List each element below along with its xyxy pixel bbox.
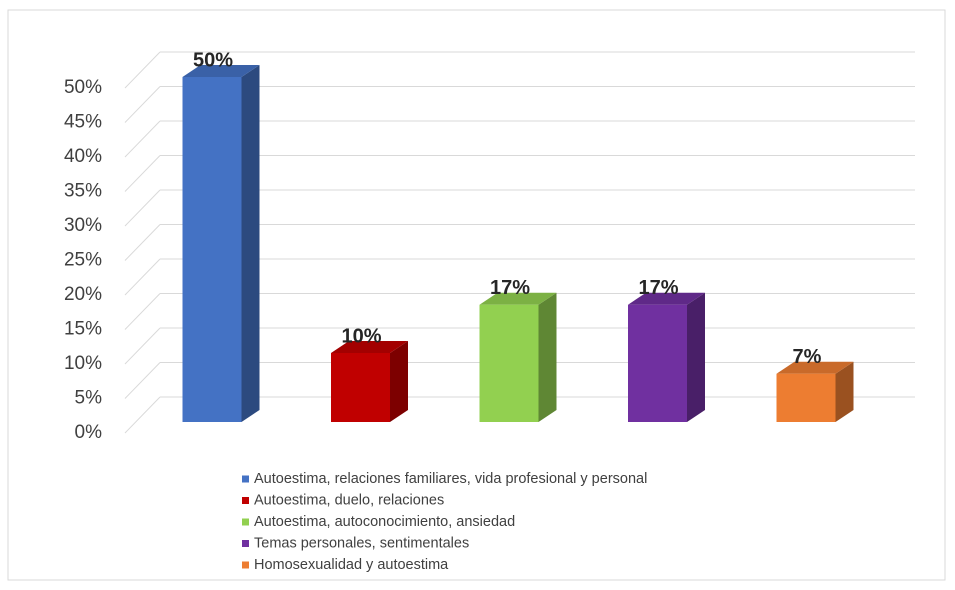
legend-swatch [242,561,249,569]
bar-side [835,361,854,422]
bar-side [687,292,705,422]
legend-label: Autoestima, relaciones familiares, vida … [254,471,647,487]
bar-top [182,65,260,77]
grid-line-side [124,189,161,227]
grid-line-side [124,224,161,261]
legend-swatch [242,497,249,504]
y-tick-label: 40% [64,146,102,167]
grid-line-side [124,86,161,123]
legend-swatch [242,475,249,483]
y-tick-label: 15% [64,319,102,340]
grid-line-side [124,327,161,365]
grid-line-side [124,258,161,296]
data-label: 17% [638,277,678,299]
legend-label: Autoestima, autoconocimiento, ansiedad [254,514,515,530]
grid-line-side [124,120,161,158]
grid-line-side [124,293,161,330]
legend-swatch [242,540,249,547]
bar-top [776,361,854,374]
y-tick-label: 30% [64,215,102,236]
bar [776,373,836,422]
bar-side [241,65,260,422]
legend-swatch [242,518,249,526]
y-tick-label: 35% [64,181,102,202]
grid-line-side [124,362,161,399]
y-tick-label: 0% [75,422,103,443]
y-tick-label: 20% [64,284,102,305]
bar-top [331,341,408,353]
data-label: 50% [193,49,233,71]
y-tick-label: 5% [75,388,103,409]
grid-line-side [124,155,161,192]
legend-label: Temas personales, sentimentales [254,535,469,551]
data-label: 17% [490,277,530,299]
bar-side [538,292,557,422]
y-tick-label: 10% [64,353,102,374]
bar-top [628,292,705,305]
chart-frame [7,9,946,581]
legend-label: Autoestima, duelo, relaciones [254,492,444,508]
data-label: 10% [341,325,381,347]
y-tick-label: 50% [64,77,102,98]
bar-side [390,341,408,422]
legend-label: Homosexualidad y autoestima [254,557,449,573]
bar-top [479,292,557,305]
y-tick-label: 45% [64,112,102,133]
grid-line-side [124,396,161,434]
grid-line-side [124,51,161,89]
bar [628,304,687,422]
bar [331,353,390,422]
data-label: 7% [793,346,822,368]
y-tick-label: 25% [64,250,102,271]
bar [182,77,242,422]
bar [479,304,539,422]
